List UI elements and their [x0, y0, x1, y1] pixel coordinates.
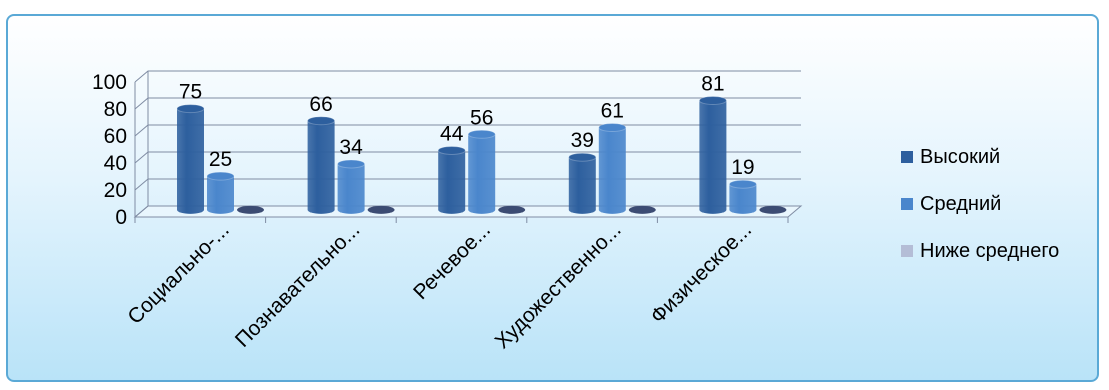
y-tick-label: 40 — [104, 152, 127, 175]
category-labels: Социально-...Познавательно... Речевое...Х… — [123, 218, 756, 353]
bar — [237, 205, 264, 214]
bar — [337, 159, 366, 214]
legend-swatch — [901, 245, 913, 257]
bar — [367, 205, 395, 214]
category-label: Речевое... — [409, 218, 495, 304]
bar-chart: 0 20 40 60 80 100 75 25 66 34 44 56 39 61 81 19 Социал… — [92, 70, 1059, 353]
data-label: 34 — [339, 136, 363, 159]
legend-item: Ниже среднего — [901, 240, 1059, 262]
category-label: Художественно... — [491, 218, 626, 353]
legend-item: Высокий — [901, 146, 1000, 168]
data-label: 39 — [571, 129, 594, 152]
y-tick-label: 80 — [104, 98, 127, 121]
category-label: Физическое... — [646, 218, 756, 328]
y-axis-ticks: 0 20 40 60 80 100 — [92, 71, 127, 229]
y-tick-label: 100 — [92, 71, 127, 94]
bar — [598, 123, 627, 214]
data-labels: 75 25 66 34 44 56 39 61 81 19 — [179, 73, 755, 180]
legend-item: Средний — [901, 193, 1001, 215]
category-label: Познавательно... — [231, 218, 365, 352]
bar — [759, 205, 787, 214]
bar — [628, 205, 656, 214]
data-label: 56 — [470, 106, 493, 129]
legend-swatch — [901, 198, 913, 210]
y-tick-label: 0 — [115, 206, 127, 229]
legend-swatch — [901, 151, 913, 163]
bar — [467, 129, 496, 214]
data-label: 61 — [601, 100, 624, 123]
bar — [728, 179, 757, 214]
legend: Высокий Средний Ниже среднего — [901, 146, 1059, 262]
bar — [437, 145, 466, 214]
bar — [698, 96, 727, 214]
bar — [498, 205, 526, 214]
data-label: 44 — [440, 122, 464, 145]
data-label: 81 — [701, 73, 724, 96]
y-tick-label: 60 — [104, 125, 127, 148]
legend-label: Ниже среднего — [920, 240, 1059, 262]
bar — [568, 152, 597, 214]
bar — [307, 116, 336, 214]
data-label: 19 — [731, 156, 754, 179]
bar — [176, 104, 205, 214]
data-label: 66 — [309, 93, 332, 116]
chart-frame: 0 20 40 60 80 100 75 25 66 34 44 56 39 61 81 19 Социал… — [6, 14, 1099, 382]
bars — [176, 96, 787, 214]
legend-label: Средний — [920, 193, 1001, 215]
legend-label: Высокий — [920, 146, 1000, 168]
data-label: 75 — [179, 81, 202, 104]
bar — [206, 171, 235, 214]
category-label: Социально-... — [123, 218, 233, 328]
y-tick-label: 20 — [104, 179, 127, 202]
data-label: 25 — [209, 148, 232, 171]
